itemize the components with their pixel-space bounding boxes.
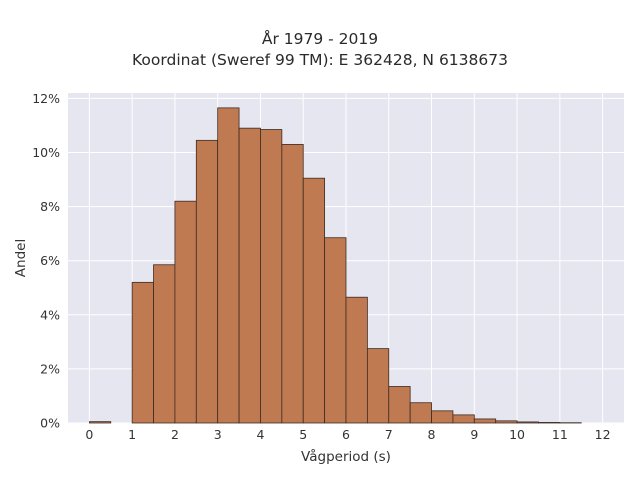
histogram-bar <box>473 418 497 424</box>
histogram-bar <box>409 402 432 424</box>
x-tick-label: 2 <box>171 427 179 442</box>
x-axis-label: Vågperiod (s) <box>301 448 391 465</box>
x-tick-label: 1 <box>128 427 136 442</box>
x-tick-label: 10 <box>509 427 525 442</box>
histogram-bar <box>238 127 261 424</box>
histogram-bar <box>366 348 390 424</box>
x-tick-label: 7 <box>385 427 393 442</box>
chart-subtitle: Koordinat (Sweref 99 TM): E 362428, N 61… <box>132 51 508 69</box>
histogram-bar <box>495 420 518 424</box>
histogram-bar <box>260 129 283 424</box>
histogram-bar <box>195 139 219 424</box>
y-tick-label: 12% <box>32 91 60 106</box>
x-tick-label: 0 <box>85 427 93 442</box>
histogram-bar <box>302 177 326 424</box>
x-tick-label: 5 <box>299 427 307 442</box>
histogram-bar <box>281 143 304 424</box>
y-tick-label: 2% <box>40 361 60 376</box>
histogram-bar <box>153 264 176 424</box>
x-tick-label: 8 <box>428 427 436 442</box>
histogram-bar <box>217 107 240 424</box>
histogram-bar <box>88 421 112 424</box>
y-tick-label: 0% <box>40 416 60 431</box>
x-tick-label: 6 <box>342 427 350 442</box>
x-tick-label: 4 <box>256 427 264 442</box>
histogram-bar <box>538 422 561 424</box>
histogram-bar <box>516 421 539 424</box>
histogram-bar <box>174 200 197 424</box>
x-tick-label: 12 <box>595 427 611 442</box>
y-axis-label: Andel <box>13 239 29 277</box>
y-tick-label: 4% <box>40 307 60 322</box>
histogram-bar <box>431 410 454 424</box>
histogram-bar <box>388 386 411 424</box>
y-tick-label: 10% <box>32 145 60 160</box>
histogram-bar <box>452 414 475 424</box>
x-tick-label: 9 <box>470 427 478 442</box>
histogram-bar <box>131 281 154 424</box>
y-tick-label: 8% <box>40 199 60 214</box>
y-tick-label: 6% <box>40 253 60 268</box>
x-tick-label: 11 <box>552 427 568 442</box>
histogram-bar <box>324 237 347 424</box>
x-tick-label: 3 <box>214 427 222 442</box>
chart-title: År 1979 - 2019 <box>261 30 379 48</box>
histogram-bar <box>345 296 368 424</box>
